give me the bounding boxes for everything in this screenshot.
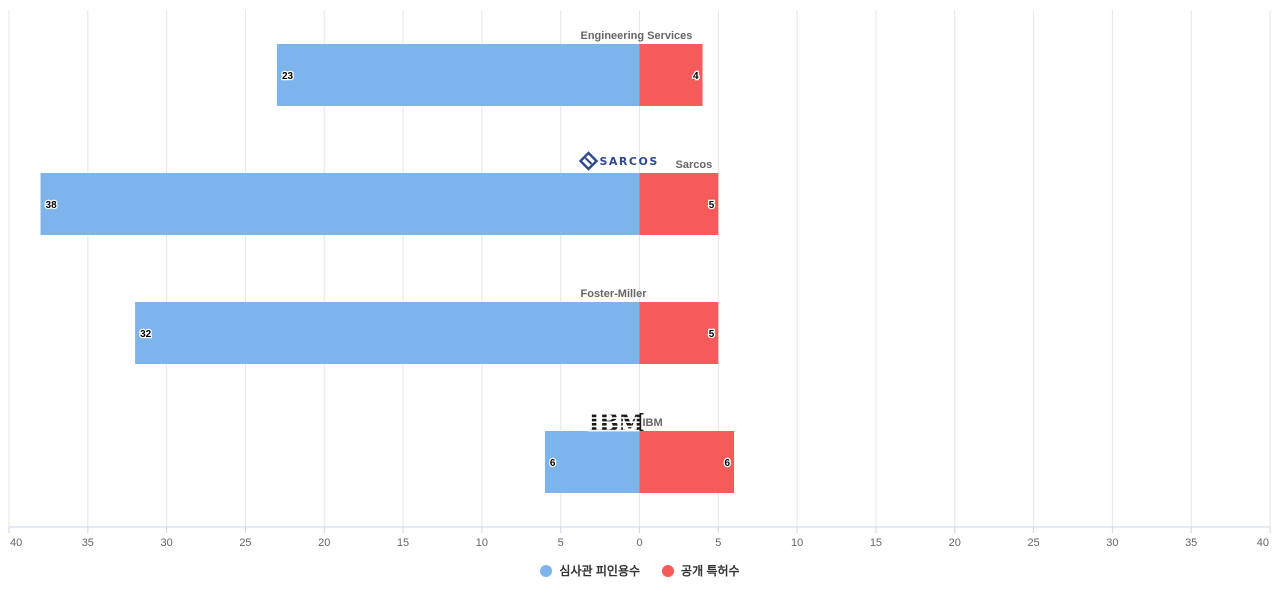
sarcos-logo-wordmark: SARCOS: [600, 155, 659, 168]
x-tick-label: 20: [949, 537, 961, 549]
data-label-examiner-citations: 6: [550, 458, 556, 469]
company-label: Engineering Services: [581, 30, 693, 42]
x-tick-label: 40: [10, 537, 22, 549]
sarcos-logo-diamond: [578, 151, 599, 171]
company-label: IBM: [643, 417, 663, 429]
x-tick-label: 25: [239, 537, 251, 549]
x-tick-label: 10: [476, 537, 488, 549]
ibm-logo-stripe: [587, 429, 640, 432]
bar-examiner-citations: [40, 173, 640, 235]
x-tick-label: 25: [1027, 537, 1039, 549]
ibm-logo-icon: IBM: [587, 408, 645, 437]
legend-marker-published-patents: [662, 564, 675, 577]
data-label-examiner-citations: 38: [46, 200, 58, 211]
sarcos-logo-stroke: [584, 157, 593, 165]
ibm-logo-stripe: [587, 425, 640, 428]
ibm-logo-stripe: [587, 413, 640, 415]
legend-item-published-patents[interactable]: 공개 특허수: [662, 562, 740, 579]
legend-item-examiner-citations[interactable]: 심사관 피인용수: [540, 562, 640, 579]
x-tick-label: 5: [558, 537, 564, 549]
ibm-logo-stripe: [587, 421, 640, 423]
x-axis: 40 35 30 25 20 15 10 5 0 5 10 15 20 25 30 35 40: [8, 526, 1271, 549]
sarcos-logo-icon: SARCOS: [578, 151, 659, 171]
legend-marker-examiner-citations: [540, 564, 553, 577]
company-label: Foster-Miller: [581, 288, 648, 300]
bar-examiner-citations: [135, 302, 640, 364]
x-tick-label: 0: [636, 537, 642, 549]
x-tick-label: 30: [161, 537, 173, 549]
bar-published-patents: [639, 173, 719, 235]
bar-published-patents: [639, 431, 735, 493]
x-tick-label: 20: [318, 537, 330, 549]
bar-published-patents: [639, 44, 703, 106]
x-tick-label: 35: [82, 537, 94, 549]
bars: [40, 44, 735, 493]
x-tick-label: 35: [1185, 537, 1197, 549]
data-label-published-patents: 5: [709, 329, 715, 340]
x-tick-label: 5: [715, 537, 721, 549]
labels: 23 4 Engineering Services 38 5 SARCOS Sarcos 32…: [44, 30, 731, 470]
data-label-published-patents: 4: [693, 71, 699, 82]
data-label-published-patents: 5: [709, 200, 715, 211]
legend: 심사관 피인용수 공개 특허수: [0, 562, 1280, 579]
legend-label-examiner-citations: 심사관 피인용수: [559, 564, 641, 578]
legend-label-published-patents: 공개 특허수: [681, 564, 740, 578]
x-tick-label: 15: [397, 537, 409, 549]
x-tick-label: 30: [1106, 537, 1118, 549]
bar-published-patents: [639, 302, 719, 364]
x-tick-label: 40: [1257, 537, 1269, 549]
patent-chart: 23 4 Engineering Services 38 5 SARCOS Sarcos 32…: [8, 10, 1271, 549]
x-tick-label: 15: [870, 537, 882, 549]
data-label-published-patents: 6: [725, 458, 731, 469]
x-tick-label: 10: [791, 537, 803, 549]
ibm-logo-stripe: [587, 417, 640, 419]
company-label: Sarcos: [676, 159, 713, 171]
data-label-examiner-citations: 32: [140, 329, 152, 340]
bar-examiner-citations: [544, 431, 640, 493]
bar-examiner-citations: [276, 44, 640, 106]
data-label-examiner-citations: 23: [282, 71, 294, 82]
